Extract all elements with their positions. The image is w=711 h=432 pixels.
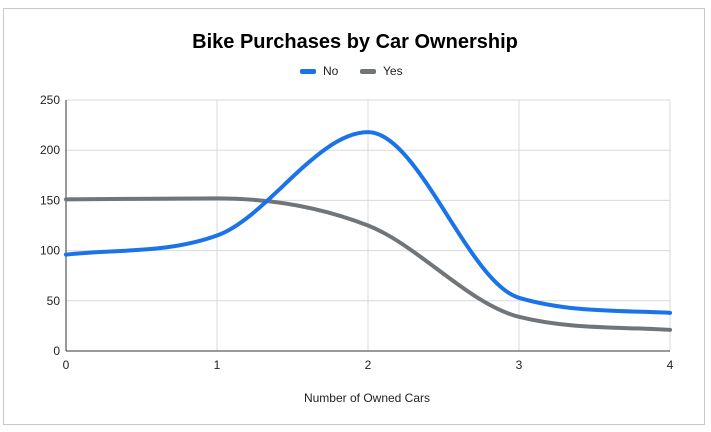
y-tick-label: 200 [40, 143, 60, 157]
legend-item-no: No [300, 64, 339, 78]
legend-swatch [300, 69, 316, 74]
legend-swatch [360, 69, 376, 74]
y-tick-label: 0 [53, 344, 60, 358]
legend: No Yes [300, 64, 403, 78]
x-tick-label: 3 [516, 358, 523, 372]
x-tick-label: 4 [667, 358, 674, 372]
x-tick-label: 1 [214, 358, 221, 372]
series-lines [64, 130, 672, 332]
legend-label: No [323, 64, 339, 78]
chart-frame [3, 8, 705, 425]
y-tick-label: 250 [40, 93, 60, 107]
series-line-yes [64, 196, 672, 332]
chart-title: Bike Purchases by Car Ownership [192, 31, 518, 53]
y-tick-label: 50 [47, 294, 61, 308]
y-tick-label: 150 [40, 193, 60, 207]
grid [66, 99, 671, 351]
x-tick-label: 0 [63, 358, 70, 372]
legend-label: Yes [383, 64, 403, 78]
axes: 0 50 100 150 200 250 0 1 2 3 4 [40, 93, 674, 372]
series-line-no [64, 130, 672, 315]
x-axis-label: Number of Owned Cars [304, 391, 430, 405]
legend-item-yes: Yes [360, 64, 403, 78]
x-tick-label: 2 [365, 358, 372, 372]
y-tick-label: 100 [40, 244, 60, 258]
